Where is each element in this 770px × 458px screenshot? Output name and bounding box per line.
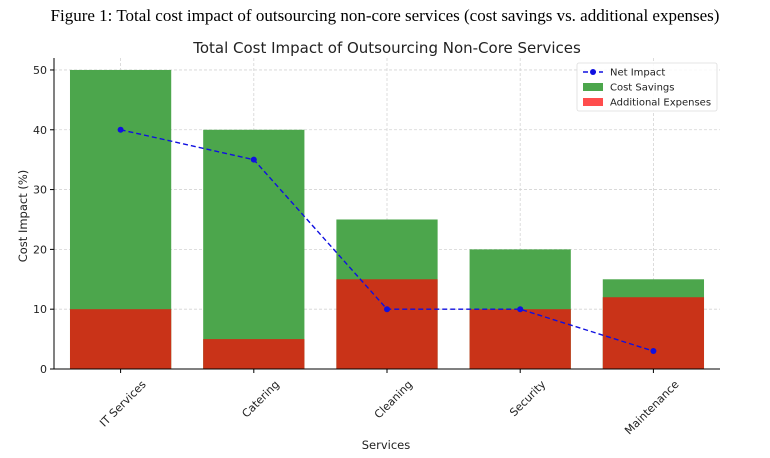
additional-expenses-bar-cleaning [336,279,438,369]
y-tick-label: 0 [40,363,47,376]
legend-label-additional-expenses: Additional Expenses [610,98,711,109]
legend-swatch-additional-expenses [583,98,603,106]
x-tick-label: Maintenance [622,378,681,437]
additional-expenses-bar-maintenance [602,297,705,369]
y-axis-label: Cost Impact (%) [16,170,30,263]
x-axis-ticks: IT Services Catering Cleaning Security Maint… [97,369,682,437]
y-axis-ticks: 0 10 20 30 40 50 [33,64,54,376]
cost-savings-bar-catering [203,129,305,369]
legend-box [576,62,718,112]
additional-expenses-bar-security [469,309,571,369]
chart-title: Total Cost Impact of Outsourcing Non-Cor… [192,39,581,57]
net-impact-point-catering [250,156,257,163]
x-tick-label: Cleaning [372,378,415,421]
y-tick-label: 50 [33,64,47,77]
legend-marker-net-impact [590,69,596,75]
legend-label-cost-savings: Cost Savings [610,83,674,94]
legend-swatch-cost-savings [583,83,603,91]
x-tick-label: Security [507,378,548,419]
figure-caption: Figure 1: Total cost impact of outsourci… [50,6,720,25]
net-impact-point-security [517,306,524,313]
net-impact-point-maintenance [650,348,657,355]
legend-label-net-impact: Net Impact [610,68,665,79]
y-tick-label: 30 [33,184,47,197]
y-tick-label: 10 [33,303,47,316]
net-impact-line-group [117,126,657,355]
additional-expenses-bar-catering [203,339,305,369]
bars-group [69,69,705,369]
x-axis-label: Services [362,438,411,452]
additional-expenses-bar-it-services [69,309,172,369]
net-impact-point-cleaning [384,306,390,313]
x-tick-label: IT Services [97,378,149,430]
legend: Net Impact Cost Savings Additional Expense… [576,62,718,112]
net-impact-point-it-services [117,126,124,133]
y-tick-label: 40 [33,124,47,137]
x-tick-label: Catering [239,378,281,420]
y-tick-label: 20 [33,243,47,256]
